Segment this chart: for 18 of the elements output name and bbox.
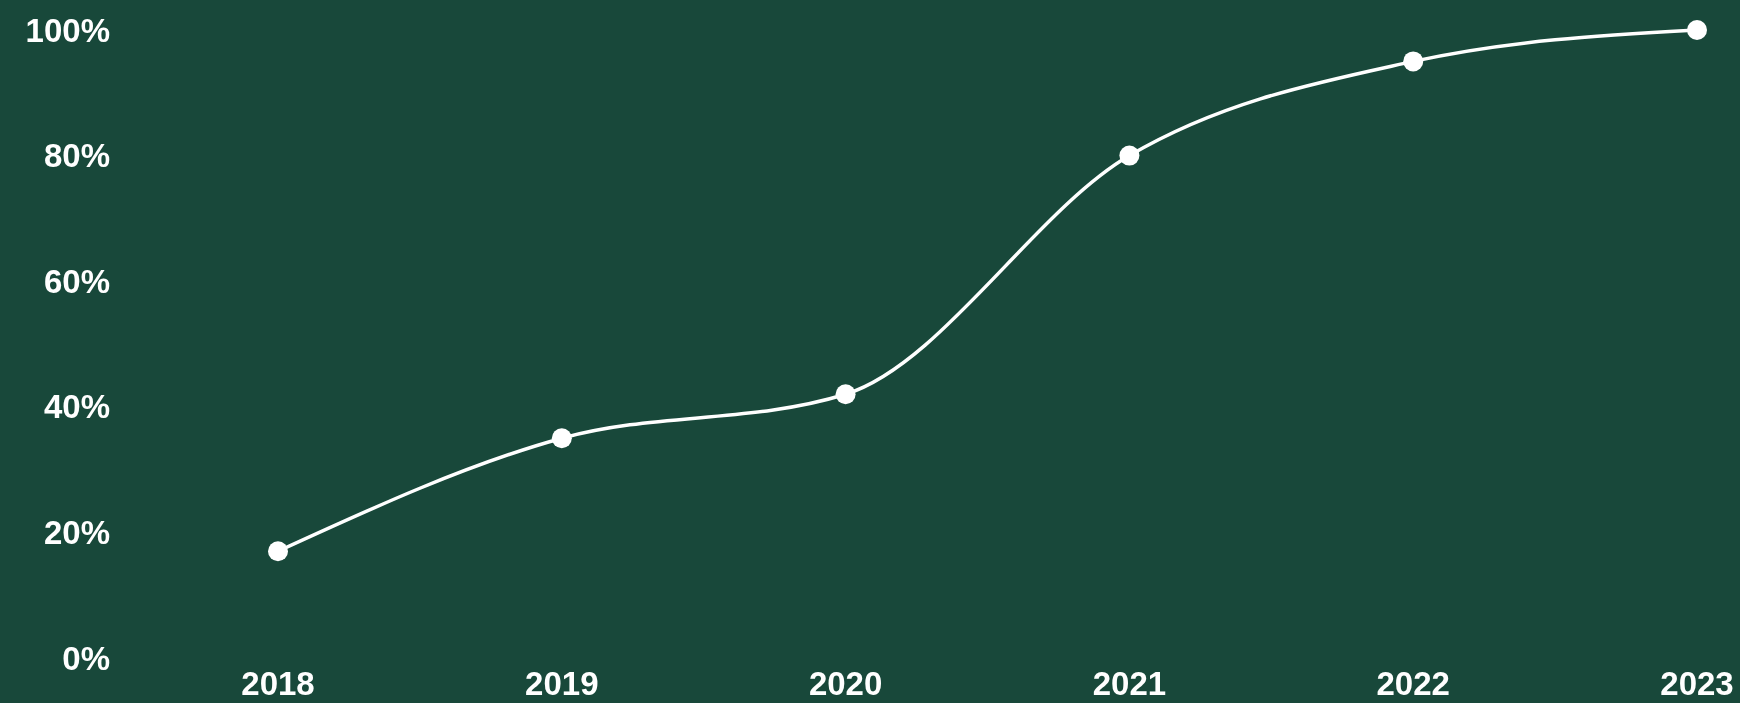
point [835,384,856,405]
y-tick-label: 100% [25,11,110,49]
y-tick-label: 60% [43,262,110,300]
x-tick-label: 2022 [1376,665,1450,702]
x-tick-label: 2021 [1092,665,1167,702]
point [1119,145,1140,166]
y-tick-label: 20% [43,513,110,551]
y-tick-label: 0% [62,639,110,677]
point [268,541,288,562]
x-tick-label: 2020 [808,665,883,702]
y-tick-label: 40% [43,388,110,426]
point [1403,51,1424,72]
x-tick-label: 2019 [525,665,599,702]
y-tick-label: 80% [43,137,110,175]
x-tick-label: 2023 [1660,665,1734,702]
point [1687,20,1707,40]
point [551,428,572,449]
x-tick-label: 2018 [241,665,315,702]
